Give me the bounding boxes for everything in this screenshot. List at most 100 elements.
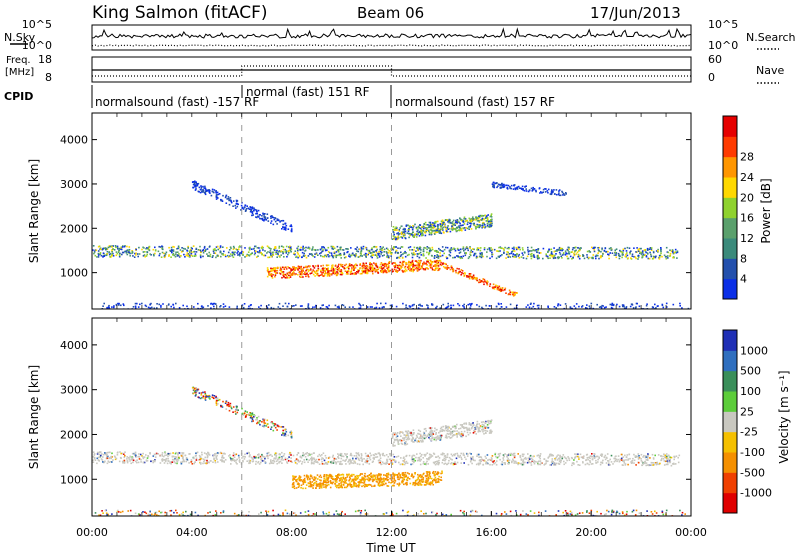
- power-echo: [344, 267, 347, 270]
- velocity-echo: [432, 452, 435, 455]
- power-echo: [629, 305, 632, 308]
- power-echo: [294, 268, 296, 270]
- power-echo: [348, 263, 351, 265]
- power-echo: [425, 267, 428, 269]
- power-echo: [112, 248, 114, 250]
- power-echo: [546, 255, 549, 258]
- power-echo: [478, 220, 480, 222]
- power-echo: [307, 306, 309, 308]
- velocity-echo: [341, 463, 343, 465]
- power-echo: [484, 225, 487, 228]
- power-echo: [417, 307, 420, 309]
- power-echo: [608, 247, 611, 250]
- power-echo: [249, 208, 251, 210]
- power-echo: [361, 272, 363, 275]
- power-echo: [298, 266, 301, 268]
- power-echo: [316, 273, 319, 275]
- velocity-echo: [478, 463, 480, 466]
- velocity-echo: [410, 463, 412, 466]
- power-echo: [563, 307, 565, 309]
- power-echo: [457, 303, 459, 305]
- velocity-echo: [272, 460, 274, 462]
- power-echo: [618, 257, 621, 260]
- velocity-echo: [551, 460, 554, 462]
- power-echo: [571, 307, 573, 309]
- power-echo: [652, 251, 655, 254]
- power-echo: [120, 246, 122, 249]
- power-echo: [477, 248, 480, 251]
- power-echo: [395, 246, 397, 248]
- power-echo: [412, 231, 414, 233]
- power-ylabel: Slant Range [km]: [27, 159, 41, 263]
- freq-right-tick-high: 60: [708, 53, 722, 66]
- power-echo: [412, 253, 415, 256]
- velocity-echo: [604, 458, 607, 461]
- velocity-echo: [347, 461, 349, 463]
- power-echo: [419, 303, 421, 306]
- power-echo: [394, 266, 396, 269]
- power-echo: [579, 255, 581, 257]
- power-echo: [473, 276, 476, 279]
- velocity-echo: [517, 462, 520, 464]
- velocity-echo: [489, 463, 491, 466]
- velocity-echo: [418, 458, 421, 460]
- velocity-echo: [388, 453, 391, 455]
- velocity-echo: [551, 462, 554, 465]
- power-echo: [466, 219, 469, 222]
- power-echo: [368, 252, 370, 254]
- power-echo: [182, 304, 184, 307]
- velocity-echo: [677, 461, 680, 464]
- power-echo: [193, 306, 195, 308]
- power-echo: [425, 262, 428, 265]
- velocity-echo: [204, 462, 206, 464]
- power-echo: [467, 275, 469, 278]
- power-echo: [124, 250, 126, 253]
- power-echo: [468, 276, 470, 278]
- power-echo: [313, 249, 316, 251]
- nave-label: Nave: [756, 64, 784, 77]
- power-echo: [314, 272, 317, 274]
- power-echo: [246, 253, 249, 256]
- power-echo: [422, 234, 424, 237]
- velocity-echo: [513, 456, 516, 459]
- power-echo: [146, 251, 148, 253]
- power-echo: [514, 256, 517, 258]
- power-echo: [615, 256, 618, 259]
- velocity-echo: [587, 458, 589, 461]
- power-echo: [611, 303, 613, 306]
- power-echo: [257, 255, 259, 257]
- velocity-echo: [596, 455, 599, 458]
- power-echo: [442, 223, 444, 226]
- power-echo: [241, 250, 243, 253]
- power-echo: [285, 274, 287, 277]
- velocity-echo: [308, 452, 311, 455]
- power-echo: [118, 254, 121, 256]
- velocity-echo: [502, 454, 505, 456]
- velocity-echo: [379, 460, 382, 462]
- power-echo: [316, 274, 319, 276]
- power-echo: [638, 248, 641, 250]
- power-echo: [309, 268, 312, 270]
- power-echo: [473, 253, 476, 256]
- power-echo: [307, 303, 310, 305]
- power-echo: [283, 256, 285, 258]
- power-echo: [512, 250, 514, 252]
- power-echo: [132, 306, 135, 308]
- power-echo: [547, 306, 549, 309]
- velocity-echo: [667, 463, 669, 466]
- power-echo: [422, 248, 425, 251]
- power-echo: [570, 307, 573, 309]
- velocity-echo: [513, 454, 515, 457]
- power-echo: [305, 269, 307, 272]
- velocity-echo: [449, 458, 452, 460]
- power-echo: [503, 183, 505, 186]
- power-echo: [458, 271, 460, 273]
- velocity-echo: [510, 452, 512, 455]
- power-echo: [325, 269, 327, 272]
- power-echo: [481, 255, 483, 257]
- power-echo: [440, 264, 443, 267]
- velocity-echo: [281, 457, 284, 459]
- power-echo: [558, 189, 561, 191]
